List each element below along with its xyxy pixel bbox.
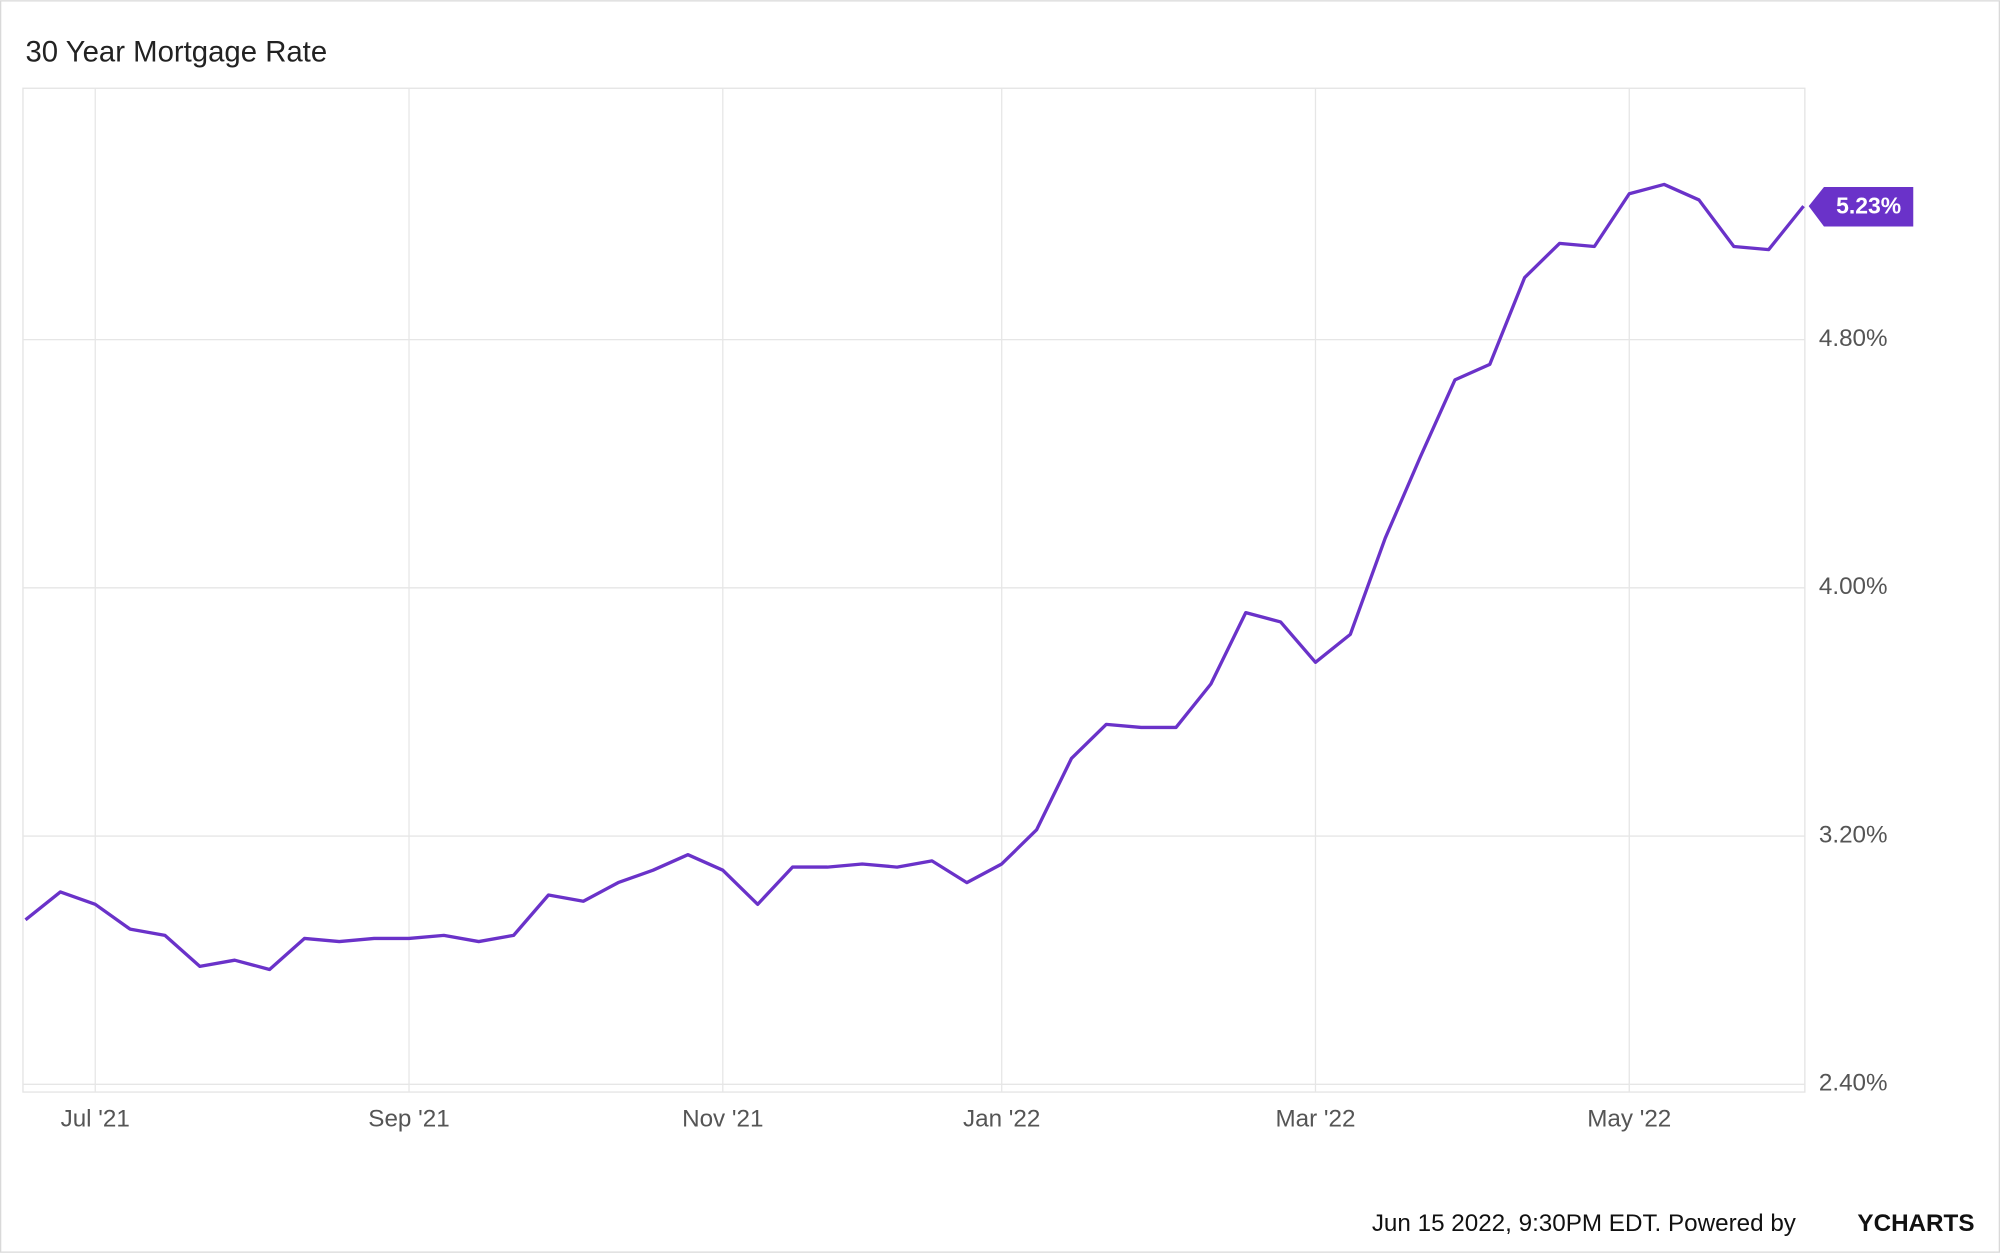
brand: YCHARTS <box>1857 1210 1974 1237</box>
line <box>24 182 1805 972</box>
x-tick-label: May '22 <box>1587 1106 1671 1133</box>
footer: Jun 15 2022, 9:30PM EDT. Powered by <box>1372 1210 1797 1237</box>
x-tick-label: Mar '22 <box>1275 1106 1355 1133</box>
y-tick-label: 2.40% <box>1819 1070 1888 1097</box>
x-tick-label: Nov '21 <box>682 1106 763 1133</box>
x-tick-label: Sep '21 <box>368 1106 449 1133</box>
y-tick-label: 3.20% <box>1819 821 1888 848</box>
y-tick-label: 4.80% <box>1819 325 1888 352</box>
x-tick-label: Jul '21 <box>61 1106 130 1133</box>
y-tick-label: 4.00% <box>1819 573 1888 600</box>
value-label: 5.23% <box>1836 192 1901 218</box>
plot-area <box>22 87 1806 1093</box>
chart-title: 30 Year Mortgage Rate <box>26 36 328 69</box>
x-tick-label: Jan '22 <box>963 1106 1040 1133</box>
value-label-box <box>1808 187 1914 227</box>
